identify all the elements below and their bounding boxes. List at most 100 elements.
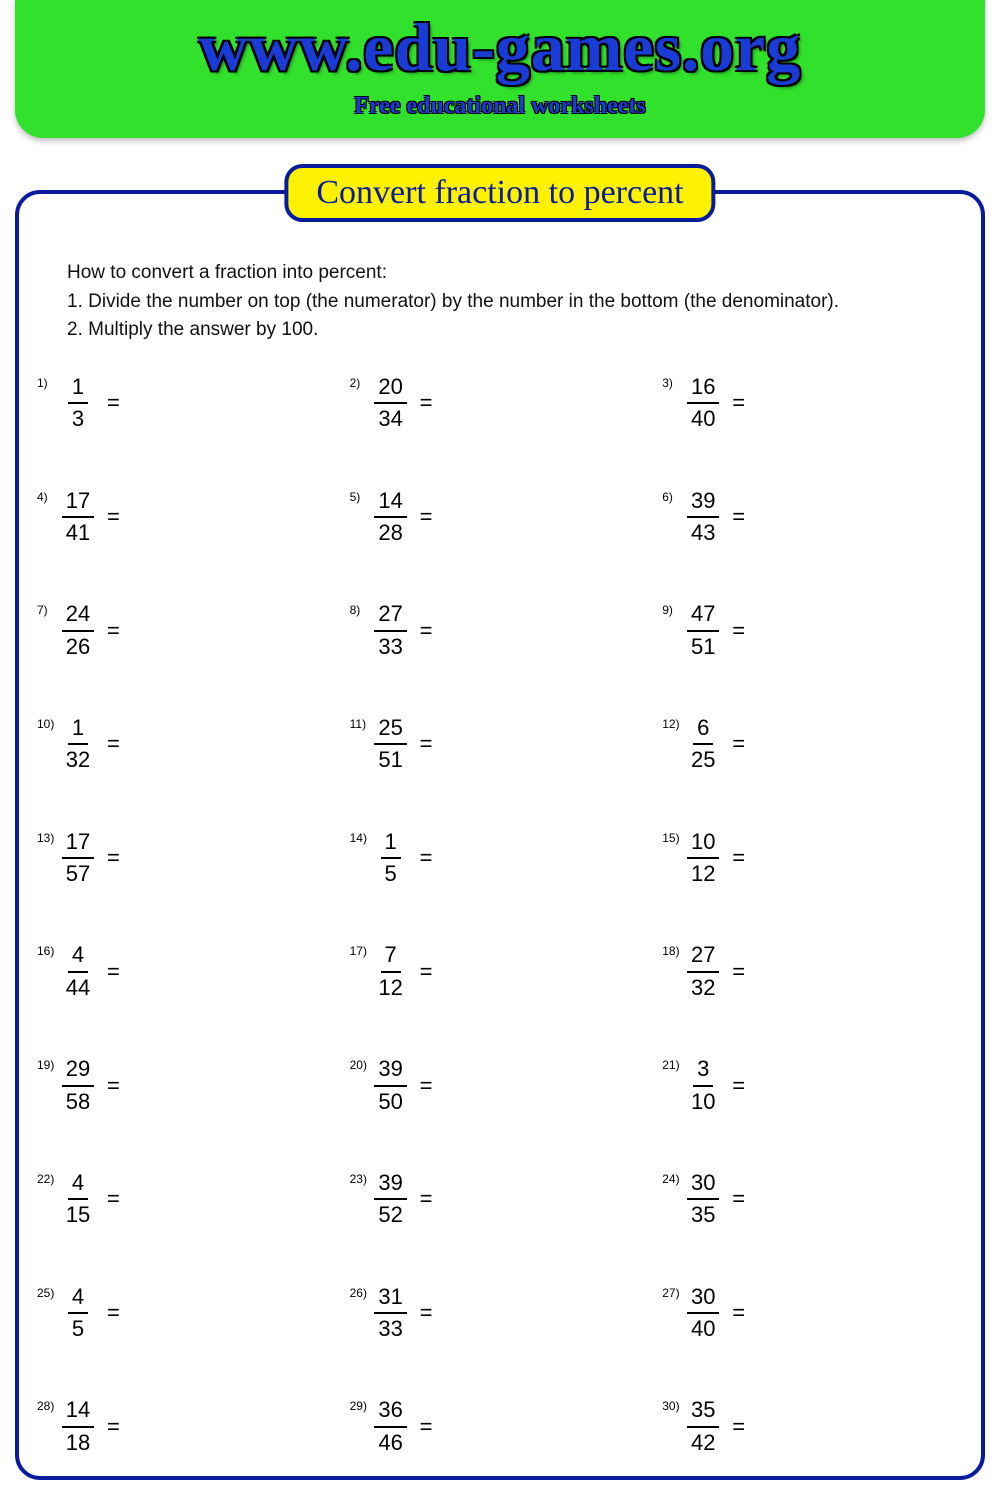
problem-cell: 10)132= — [31, 715, 344, 774]
fraction: 1757 — [61, 829, 95, 888]
fraction: 3952 — [374, 1170, 408, 1229]
numerator: 4 — [68, 942, 88, 972]
problem-cell: 25)45= — [31, 1284, 344, 1343]
question-number: 15) — [656, 829, 686, 845]
fraction-wrap: 3952 = — [374, 1170, 433, 1229]
equals-sign: = — [732, 832, 745, 884]
problem-cell: 3)1640= — [656, 374, 969, 433]
problem-cell: 12)625= — [656, 715, 969, 774]
numerator: 1 — [381, 829, 401, 859]
numerator: 3 — [693, 1056, 713, 1086]
question-number: 20) — [344, 1056, 374, 1072]
fraction-wrap: 3035 = — [686, 1170, 745, 1229]
problem-row: 22)415=23)3952=24)3035= — [31, 1170, 969, 1229]
question-number: 19) — [31, 1056, 61, 1072]
problem-cell: 18)2732= — [656, 942, 969, 1001]
fraction: 3950 — [374, 1056, 408, 1115]
fraction: 2426 — [61, 601, 95, 660]
problem-cell: 11)2551= — [344, 715, 657, 774]
fraction: 2733 — [374, 601, 408, 660]
numerator: 27 — [374, 601, 406, 631]
fraction-wrap: 15= — [374, 829, 433, 888]
problem-cell: 22)415= — [31, 1170, 344, 1229]
problem-row: 13)1757=14)15=15)1012= — [31, 829, 969, 888]
denominator: 52 — [374, 1200, 406, 1228]
instructions-step2: 2. Multiply the answer by 100. — [67, 316, 941, 345]
fraction: 310 — [686, 1056, 720, 1115]
fraction-wrap: 1428= — [374, 488, 433, 547]
numerator: 7 — [381, 942, 401, 972]
numerator: 24 — [62, 601, 94, 631]
denominator: 46 — [374, 1428, 406, 1456]
denominator: 33 — [374, 632, 406, 660]
fraction: 712 — [374, 942, 408, 1001]
fraction-wrap: 2732= — [686, 942, 745, 1001]
equals-sign: = — [420, 1060, 433, 1112]
denominator: 5 — [381, 859, 401, 887]
problem-cell: 4)1741= — [31, 488, 344, 547]
numerator: 25 — [374, 715, 406, 745]
denominator: 35 — [687, 1200, 719, 1228]
numerator: 30 — [687, 1170, 719, 1200]
denominator: 41 — [62, 518, 94, 546]
denominator: 5 — [68, 1314, 88, 1342]
equals-sign: = — [107, 1173, 120, 1225]
problem-cell: 27)3040= — [656, 1284, 969, 1343]
equals-sign: = — [732, 1401, 745, 1453]
denominator: 12 — [687, 859, 719, 887]
denominator: 51 — [374, 745, 406, 773]
problem-row: 19)2958=20)3950=21)310= — [31, 1056, 969, 1115]
numerator: 30 — [687, 1284, 719, 1314]
problem-row: 10)132=11)2551=12) 6 25 = — [31, 715, 969, 774]
fraction: 3035 — [686, 1170, 720, 1229]
fraction: 1640 — [686, 374, 720, 433]
numerator: 16 — [687, 374, 719, 404]
problem-row: 28)1418=29)3646=30)3542= — [31, 1397, 969, 1456]
header-banner: www.edu-games.org Free educational works… — [15, 0, 985, 138]
fraction-wrap: 1418= — [61, 1397, 120, 1456]
numerator: 47 — [687, 601, 719, 631]
problem-cell: 9)4751= — [656, 601, 969, 660]
equals-sign: = — [420, 377, 433, 429]
question-number: 12) — [656, 715, 686, 731]
question-number: 24) — [656, 1170, 686, 1186]
equals-sign: = — [732, 718, 745, 770]
fraction-wrap: 2733 = — [374, 601, 433, 660]
problem-cell: 17)712= — [344, 942, 657, 1001]
equals-sign: = — [732, 491, 745, 543]
numerator: 20 — [374, 374, 406, 404]
fraction: 3943 — [686, 488, 720, 547]
fraction: 1428 — [374, 488, 408, 547]
fraction: 444 — [61, 942, 95, 1001]
fraction-wrap: 13= — [61, 374, 120, 433]
numerator: 1 — [68, 374, 88, 404]
question-number: 9) — [656, 601, 686, 617]
problem-cell: 24)3035 = — [656, 1170, 969, 1229]
fraction-wrap: 3950 = — [374, 1056, 433, 1115]
equals-sign: = — [732, 1173, 745, 1225]
problem-cell: 19)2958= — [31, 1056, 344, 1115]
question-number: 13) — [31, 829, 61, 845]
equals-sign: = — [107, 491, 120, 543]
fraction-wrap: 310= — [686, 1056, 745, 1115]
fraction-wrap: 1640= — [686, 374, 745, 433]
problems-grid: 1)13=2)2034=3)1640=4)1741=5)1428=6)3943=… — [31, 374, 969, 1456]
question-number: 29) — [344, 1397, 374, 1413]
equals-sign: = — [420, 605, 433, 657]
problem-cell: 29)3646= — [344, 1397, 657, 1456]
worksheet-frame: Convert fraction to percent How to conve… — [15, 190, 985, 1480]
fraction-wrap: 3943 = — [686, 488, 745, 547]
denominator: 10 — [687, 1087, 719, 1115]
denominator: 51 — [687, 632, 719, 660]
problem-cell: 13)1757= — [31, 829, 344, 888]
equals-sign: = — [420, 1173, 433, 1225]
problem-row: 4)1741=5)1428=6)3943= — [31, 488, 969, 547]
instructions-step1: 1. Divide the number on top (the numerat… — [67, 288, 941, 317]
equals-sign: = — [732, 1287, 745, 1339]
denominator: 32 — [62, 745, 94, 773]
problem-cell: 15)1012= — [656, 829, 969, 888]
denominator: 12 — [374, 973, 406, 1001]
numerator: 17 — [62, 829, 94, 859]
fraction-wrap: 3040= — [686, 1284, 745, 1343]
numerator: 6 — [693, 715, 713, 745]
